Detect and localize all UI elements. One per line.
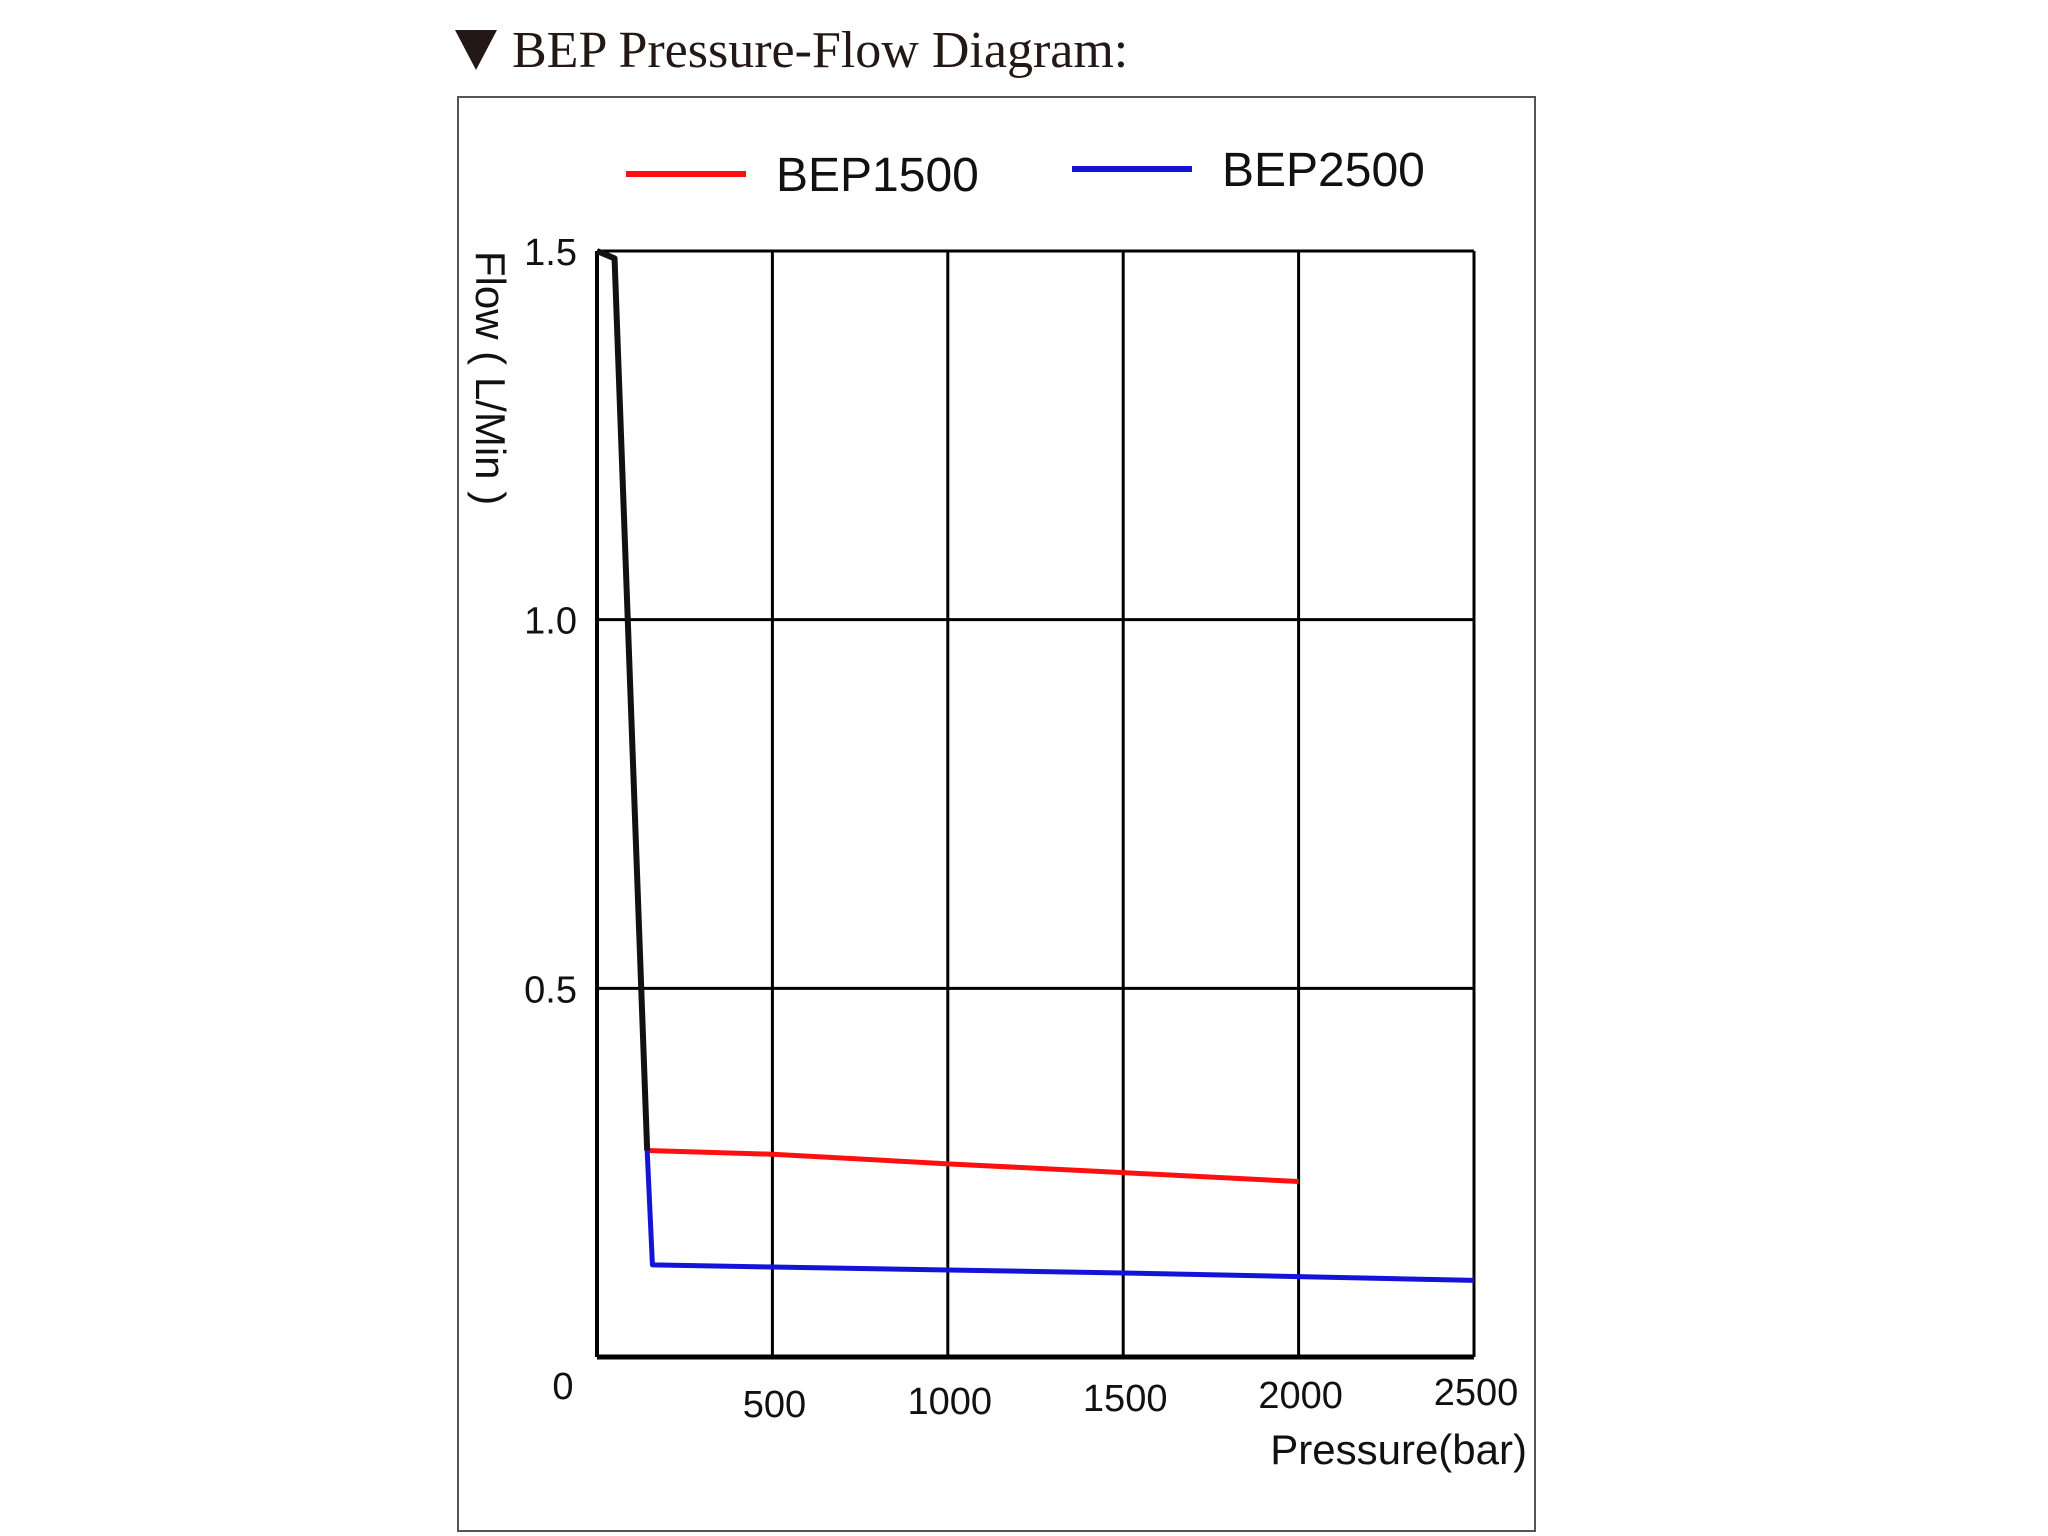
series-line-bep1500 bbox=[647, 1148, 1299, 1185]
x-axis-label: Pressure(bar) bbox=[1270, 1426, 1527, 1473]
legend-label-bep2500: BEP2500 bbox=[1222, 144, 1425, 197]
tick-labels: 500 1000 1500 2000 2500 0 0.5 1.0 1.5 bbox=[524, 232, 1518, 1426]
series-lines bbox=[595, 248, 1475, 1283]
grid bbox=[595, 249, 1476, 1360]
chart-title: BEP Pressure-Flow Diagram: bbox=[512, 22, 1128, 79]
x-tick-label: 1000 bbox=[908, 1381, 993, 1423]
chart-frame bbox=[457, 96, 1536, 1532]
x-tick-label: 1500 bbox=[1083, 1378, 1168, 1420]
y-axis-label: Flow ( L/Min ) bbox=[467, 251, 514, 505]
legend: BEP1500 BEP2500 bbox=[626, 144, 1425, 202]
y-tick-label: 0 bbox=[552, 1366, 573, 1408]
x-tick-label: 500 bbox=[743, 1384, 806, 1426]
series-line-shared bbox=[595, 248, 651, 1151]
y-tick-label: 0.5 bbox=[524, 969, 577, 1011]
x-tick-label: 2000 bbox=[1258, 1375, 1343, 1417]
y-tick-label: 1.0 bbox=[524, 601, 577, 643]
y-tick-label: 1.5 bbox=[524, 232, 577, 274]
down-triangle-icon bbox=[455, 30, 497, 70]
x-tick-label: 2500 bbox=[1434, 1372, 1519, 1414]
legend-label-bep1500: BEP1500 bbox=[776, 149, 979, 202]
series-line-bep2500 bbox=[644, 1150, 1475, 1283]
